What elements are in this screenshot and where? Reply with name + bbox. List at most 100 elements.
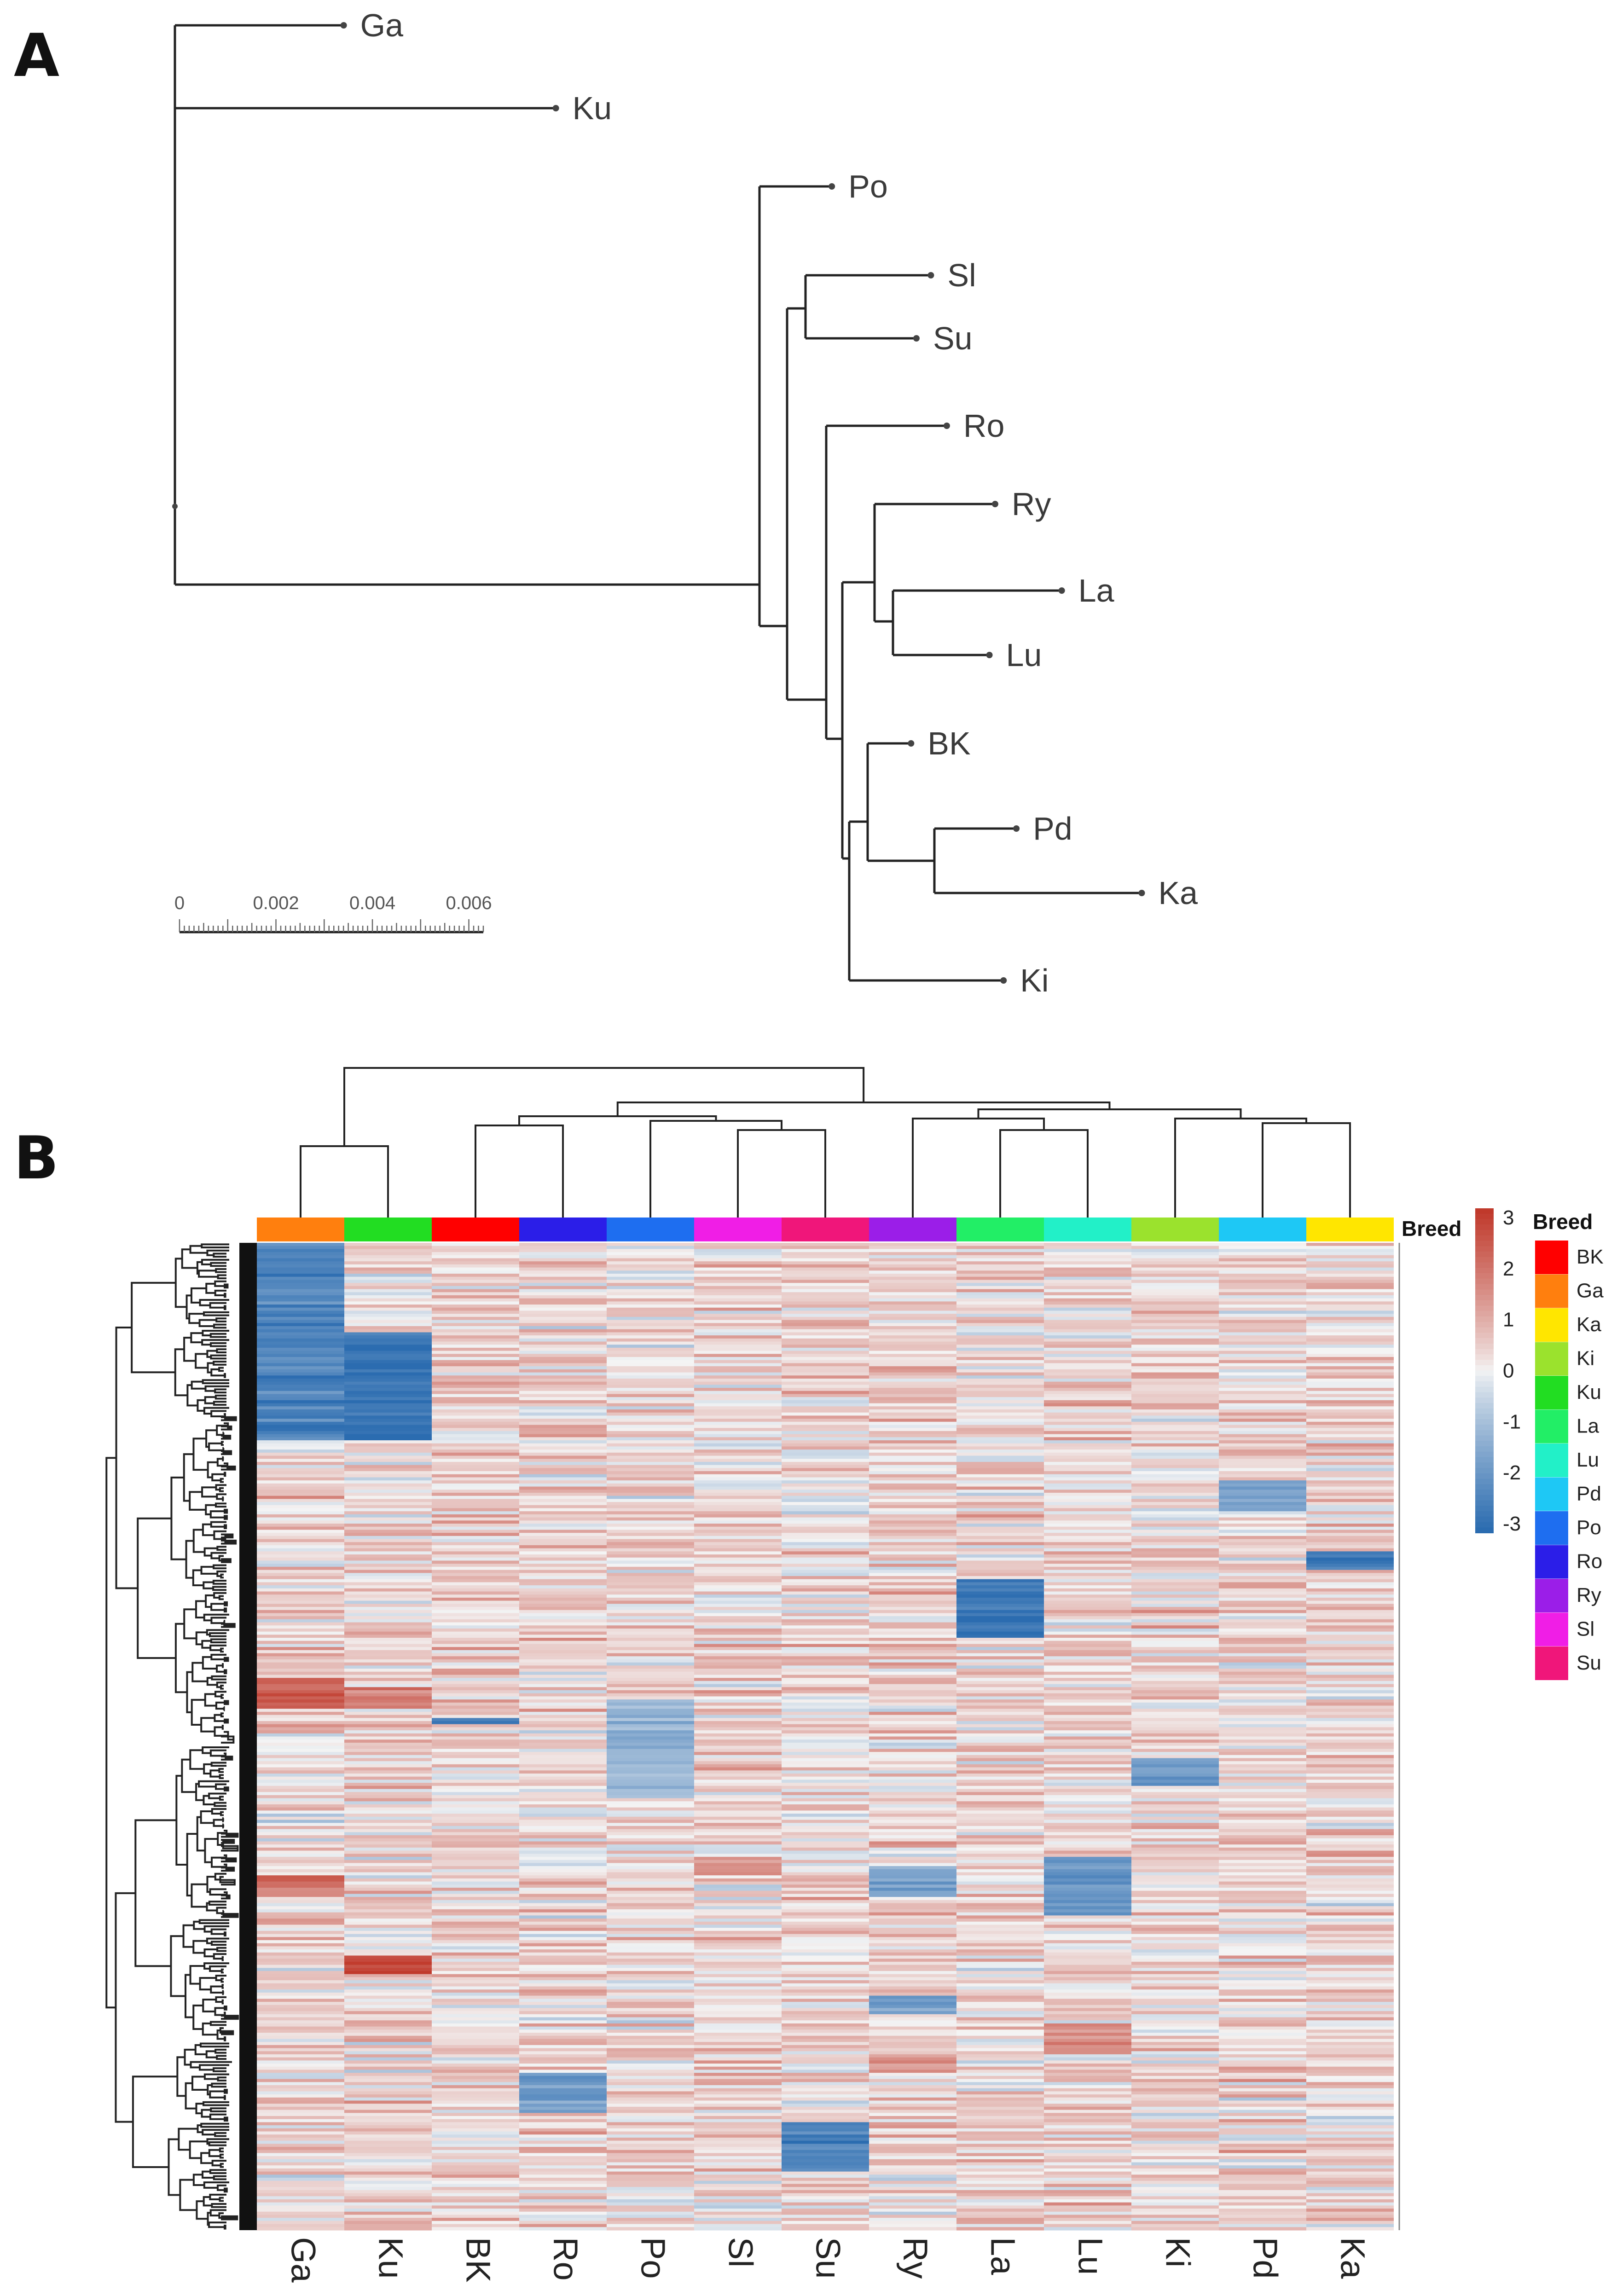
heatmap-cell bbox=[344, 1468, 432, 1472]
heatmap-cell bbox=[519, 2144, 607, 2147]
heatmap-cell bbox=[1306, 1678, 1394, 1681]
heatmap-cell bbox=[1044, 1564, 1131, 1567]
heatmap-column-ga bbox=[257, 1243, 344, 2231]
heatmap-cell bbox=[956, 1816, 1044, 1821]
heatmap-cell bbox=[432, 1354, 519, 1357]
heatmap-cell bbox=[956, 1733, 1044, 1737]
heatmap-cell bbox=[956, 1616, 1044, 1620]
heatmap-cell bbox=[782, 2106, 869, 2110]
heatmap-cell bbox=[1044, 1582, 1131, 1586]
heatmap-cell bbox=[519, 1909, 607, 1913]
heatmap-cell bbox=[869, 2054, 956, 2058]
heatmap-cell bbox=[344, 1622, 432, 1626]
heatmap-cell bbox=[869, 2005, 956, 2008]
heatmap-cell bbox=[956, 1597, 1044, 1601]
heatmap-cell bbox=[344, 1687, 432, 1691]
heatmap-cell bbox=[1131, 1684, 1219, 1687]
heatmap-cell bbox=[344, 1412, 432, 1416]
heatmap-cell bbox=[782, 1280, 869, 1283]
heatmap-cell bbox=[1306, 2082, 1394, 2086]
heatmap-cell bbox=[432, 1539, 519, 1542]
heatmap-cell bbox=[1131, 1733, 1219, 1737]
heatmap-cell bbox=[1131, 2104, 1219, 2107]
heatmap-cell bbox=[519, 1369, 607, 1373]
heatmap-cell bbox=[1219, 1690, 1306, 1694]
heatmap-cell bbox=[869, 1345, 956, 1348]
heatmap-cell bbox=[607, 1795, 694, 1799]
heatmap-cell bbox=[1044, 1696, 1131, 1700]
heatmap-cell bbox=[1306, 2023, 1394, 2027]
heatmap-cell bbox=[607, 1878, 694, 1882]
row-dendro-link bbox=[206, 1902, 217, 1912]
heatmap-cell bbox=[519, 1669, 607, 1672]
heatmap-cell bbox=[1219, 1807, 1306, 1811]
heatmap-cell bbox=[956, 1298, 1044, 1302]
heatmap-cell bbox=[956, 1286, 1044, 1290]
heatmap-cell bbox=[1306, 1835, 1394, 1839]
row-dendro-link bbox=[213, 1530, 226, 1540]
heatmap-cell bbox=[344, 2187, 432, 2191]
row-dendro-link bbox=[179, 2179, 197, 2211]
heatmap-cell bbox=[1131, 1687, 1219, 1691]
heatmap-cell bbox=[1306, 1517, 1394, 1521]
heatmap-cell bbox=[432, 1881, 519, 1885]
heatmap-cell bbox=[432, 1709, 519, 1712]
heatmap-cell bbox=[432, 2125, 519, 2129]
heatmap-cell bbox=[869, 1820, 956, 1823]
heatmap-cell bbox=[1131, 1622, 1219, 1626]
heatmap-cell bbox=[1044, 1884, 1131, 1888]
heatmap-cell bbox=[432, 1650, 519, 1654]
heatmap-cell bbox=[257, 2150, 344, 2154]
heatmap-cell bbox=[607, 1887, 694, 1891]
heatmap-cell bbox=[344, 1483, 432, 1487]
heatmap-cell bbox=[607, 1872, 694, 1876]
heatmap-cell bbox=[519, 1394, 607, 1397]
heatmap-cell bbox=[782, 2048, 869, 2052]
heatmap-cell bbox=[694, 1884, 782, 1888]
heatmap-cell bbox=[1219, 1314, 1306, 1317]
heatmap-cell bbox=[956, 1600, 1044, 1604]
heatmap-cell bbox=[694, 2051, 782, 2055]
heatmap-cell bbox=[956, 1928, 1044, 1931]
heatmap-cell bbox=[1219, 2131, 1306, 2135]
heatmap-cell bbox=[869, 1711, 956, 1716]
heatmap-cell bbox=[956, 1684, 1044, 1687]
row-dendro-link bbox=[220, 2163, 224, 2168]
column-label-ry: Ry bbox=[896, 2237, 934, 2279]
heatmap-cell bbox=[344, 1564, 432, 1567]
heatmap-cell bbox=[869, 1412, 956, 1416]
heatmap-cell bbox=[869, 2106, 956, 2110]
heatmap-cell bbox=[782, 1551, 869, 1555]
heatmap-cell bbox=[432, 1801, 519, 1805]
heatmap-cell bbox=[432, 2064, 519, 2067]
heatmap-cell bbox=[782, 2091, 869, 2095]
heatmap-cell bbox=[869, 1727, 956, 1731]
heatmap-cell bbox=[257, 1783, 344, 1786]
heatmap-cell bbox=[257, 1320, 344, 1323]
heatmap-cell bbox=[607, 2178, 694, 2181]
heatmap-cell bbox=[1306, 2104, 1394, 2107]
heatmap-cell bbox=[1306, 2113, 1394, 2116]
heatmap-cell bbox=[344, 1770, 432, 1774]
heatmap-cell bbox=[869, 1786, 956, 1790]
heatmap-cell bbox=[257, 1856, 344, 1861]
heatmap-cell bbox=[1306, 1332, 1394, 1336]
heatmap-cell bbox=[782, 1974, 869, 1977]
heatmap-cell bbox=[694, 1557, 782, 1561]
heatmap-cell bbox=[607, 1483, 694, 1487]
heatmap-cell bbox=[607, 1591, 694, 1595]
heatmap-cell bbox=[1044, 1724, 1131, 1728]
heatmap-cell bbox=[1306, 1823, 1394, 1826]
heatmap-cell bbox=[1219, 1925, 1306, 1928]
heatmap-cell bbox=[956, 2162, 1044, 2166]
heatmap-cell bbox=[607, 2085, 694, 2089]
heatmap-cell bbox=[782, 1421, 869, 1426]
heatmap-cell bbox=[1219, 1921, 1306, 1925]
heatmap-cell bbox=[1044, 1437, 1131, 1441]
heatmap-cell bbox=[344, 1270, 432, 1274]
heatmap-cell bbox=[1306, 2039, 1394, 2042]
heatmap-cell bbox=[694, 1669, 782, 1672]
heatmap-cell bbox=[257, 2156, 344, 2160]
heatmap-cell bbox=[869, 1564, 956, 1567]
heatmap-cell bbox=[1219, 1900, 1306, 1904]
